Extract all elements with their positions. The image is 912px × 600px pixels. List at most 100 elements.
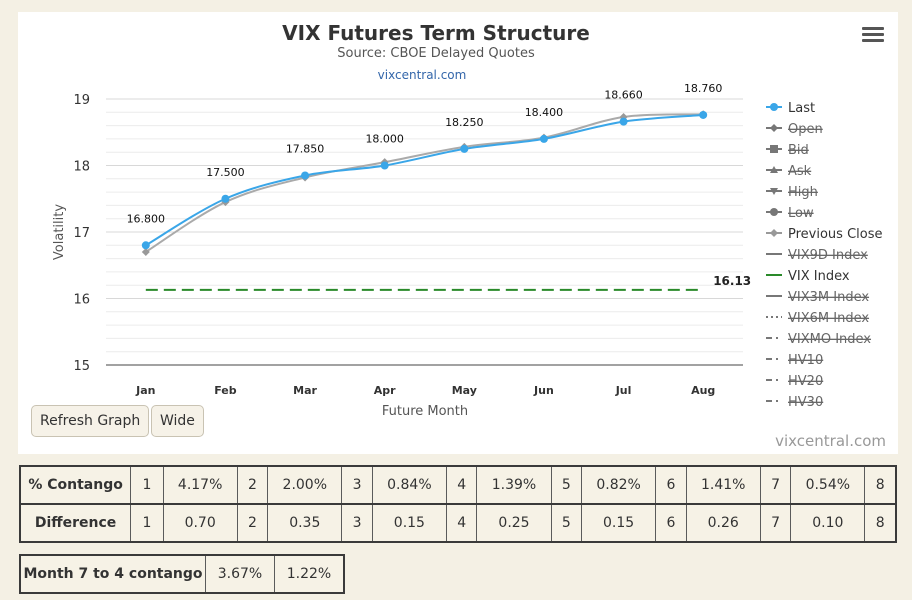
month-index-cell: 7: [759, 503, 792, 543]
month-contango-value: 1.22%: [274, 554, 345, 594]
data-label: 18.400: [525, 106, 564, 119]
table-row: % Contango 1 4.17% 2 2.00% 3 0.84% 4 1.39% 5 0.82%…: [19, 465, 897, 505]
last-point: [460, 144, 469, 153]
last-line: [145, 113, 704, 247]
chart-title: VIX Futures Term Structure: [282, 21, 590, 45]
value-cell: 0.70: [162, 503, 238, 543]
month-index-cell: 6: [655, 503, 687, 543]
last-point: [539, 134, 548, 143]
y-axis-title: Volatility: [52, 204, 67, 260]
value-cell: 0.26: [685, 503, 761, 543]
month-index-cell: 8: [864, 465, 897, 505]
x-tick-label: May: [452, 384, 477, 397]
x-tick-label: Feb: [214, 384, 237, 397]
value-cell: 0.84%: [371, 465, 447, 505]
last-point: [619, 117, 628, 126]
table-row: Month 7 to 4 contango 3.67% 1.22%: [19, 554, 345, 594]
legend-item[interactable]: VIX3M Index: [788, 290, 869, 305]
legend-marker: [770, 103, 778, 111]
legend-item[interactable]: VIX9D Index: [788, 248, 868, 263]
legend-marker: [770, 208, 778, 216]
x-tick-label: Apr: [374, 384, 396, 397]
month-index-cell: 1: [130, 465, 164, 505]
data-label: 18.250: [445, 116, 484, 129]
data-label: 18.660: [604, 89, 643, 102]
value-cell: 0.15: [581, 503, 657, 543]
legend-marker: [770, 188, 778, 195]
y-tick-label: 18: [73, 160, 90, 175]
credit-text: vixcentral.com: [775, 432, 886, 450]
y-tick-label: 17: [73, 226, 90, 241]
refresh-graph-button[interactable]: Refresh Graph: [31, 405, 150, 437]
x-axis-title: Future Month: [382, 404, 468, 419]
month-index-cell: 1: [130, 503, 164, 543]
legend-item[interactable]: VIXMO Index: [788, 332, 871, 347]
value-cell: 0.15: [371, 503, 447, 543]
value-cell: 1.39%: [476, 465, 552, 505]
month-contango-label: Month 7 to 4 contango: [19, 554, 206, 594]
row-label: % Contango: [19, 465, 132, 505]
month-index-cell: 4: [445, 465, 478, 505]
legend-item[interactable]: Low: [788, 206, 814, 221]
legend-marker: [770, 229, 778, 237]
value-cell: 1.41%: [685, 465, 761, 505]
legend-marker: [770, 166, 778, 173]
value-cell: 0.54%: [790, 465, 866, 505]
legend-item[interactable]: HV20: [788, 374, 823, 389]
month-index-cell: 3: [341, 503, 373, 543]
value-cell: 0.35: [267, 503, 343, 543]
legend-item[interactable]: Open: [788, 122, 823, 137]
month-index-cell: 5: [550, 503, 583, 543]
last-point: [301, 171, 310, 180]
month-index-cell: 3: [341, 465, 373, 505]
chart-panel: VIX Futures Term Structure Source: CBOE D…: [18, 12, 898, 454]
x-tick-label: Mar: [293, 384, 317, 397]
legend-marker: [770, 145, 778, 153]
legend-item[interactable]: VIX Index: [788, 269, 850, 284]
month-index-cell: 8: [864, 503, 897, 543]
month-index-cell: 5: [550, 465, 583, 505]
x-tick-label: Aug: [691, 384, 715, 397]
month-index-cell: 4: [445, 503, 478, 543]
previous-close-point: [141, 247, 150, 256]
contango-table: % Contango 1 4.17% 2 2.00% 3 0.84% 4 1.39% 5 0.82%…: [19, 465, 897, 543]
vix-index-label: 16.13: [713, 274, 751, 288]
previous-close-line: [145, 113, 704, 253]
x-tick-label: Jan: [135, 384, 155, 397]
value-cell: 0.82%: [581, 465, 657, 505]
x-tick-label: Jun: [533, 384, 554, 397]
value-cell: 0.10: [790, 503, 866, 543]
legend-item[interactable]: Last: [788, 101, 815, 116]
month-index-cell: 2: [236, 465, 269, 505]
chart-link: vixcentral.com: [378, 68, 467, 82]
data-label: 17.500: [206, 166, 245, 179]
month-contango-table: Month 7 to 4 contango 3.67% 1.22%: [19, 554, 345, 594]
data-label: 16.800: [127, 212, 166, 225]
legend-item[interactable]: High: [788, 185, 818, 200]
wide-button[interactable]: Wide: [151, 405, 204, 437]
legend-item[interactable]: Bid: [788, 143, 809, 158]
y-tick-label: 15: [73, 359, 90, 374]
legend-item[interactable]: HV10: [788, 353, 823, 368]
legend-marker: [770, 124, 778, 132]
last-point: [221, 194, 230, 203]
month-index-cell: 2: [236, 503, 269, 543]
y-tick-label: 19: [73, 93, 90, 108]
legend-item[interactable]: Previous Close: [788, 227, 883, 242]
value-cell: 0.25: [476, 503, 552, 543]
legend-item[interactable]: HV30: [788, 395, 823, 410]
data-label: 17.850: [286, 142, 325, 155]
data-label: 18.760: [684, 82, 723, 95]
last-point: [380, 161, 389, 170]
y-tick-label: 16: [73, 293, 90, 308]
legend-item[interactable]: Ask: [788, 164, 812, 179]
x-tick-label: Jul: [615, 384, 632, 397]
month-contango-value: 3.67%: [205, 554, 275, 594]
data-label: 18.000: [365, 133, 404, 146]
value-cell: 2.00%: [267, 465, 343, 505]
last-point: [699, 110, 708, 119]
last-point: [141, 241, 150, 250]
menu-icon[interactable]: [862, 24, 884, 44]
legend-item[interactable]: VIX6M Index: [788, 311, 869, 326]
